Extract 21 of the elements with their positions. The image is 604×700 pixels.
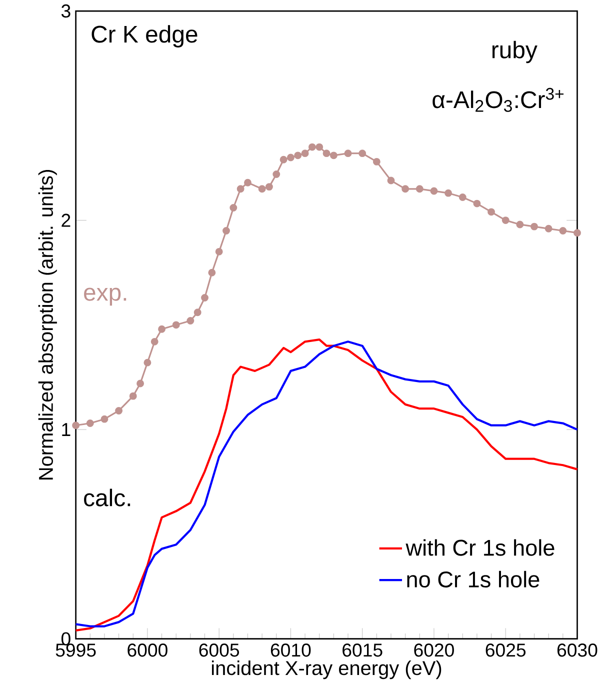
y-tick-label: 3 (62, 4, 71, 18)
x-tick-label: 6015 (342, 643, 383, 657)
y-tick-label: 0 (62, 632, 71, 646)
legend-label: with Cr 1s hole (406, 539, 554, 556)
x-tick-label: 6000 (128, 643, 168, 657)
x-tick-label: 6030 (558, 643, 598, 657)
x-axis-title: incident X-ray energy (eV) (212, 660, 442, 680)
annotation: ruby (492, 40, 538, 64)
x-tick-label: 6025 (486, 643, 526, 657)
x-tick-label: 5995 (56, 643, 96, 657)
x-tick-label: 6010 (271, 643, 311, 657)
legend-label: no Cr 1s hole (407, 570, 540, 588)
y-axis-title: Normalized absorption (arbit. units) (38, 170, 58, 480)
series-label: exp. (84, 288, 126, 306)
annotation: α-Al$_{2}$O$_{3}$:Cr$^{3+}$ (432, 88, 564, 112)
x-tick-label: 6005 (200, 643, 240, 657)
y-tick-label: 2 (62, 214, 70, 227)
y-tick-label: 1 (62, 423, 70, 436)
annotation: calc. (84, 488, 130, 506)
x-tick-label: 6020 (414, 643, 454, 657)
annotation: Cr K edge (92, 25, 198, 48)
